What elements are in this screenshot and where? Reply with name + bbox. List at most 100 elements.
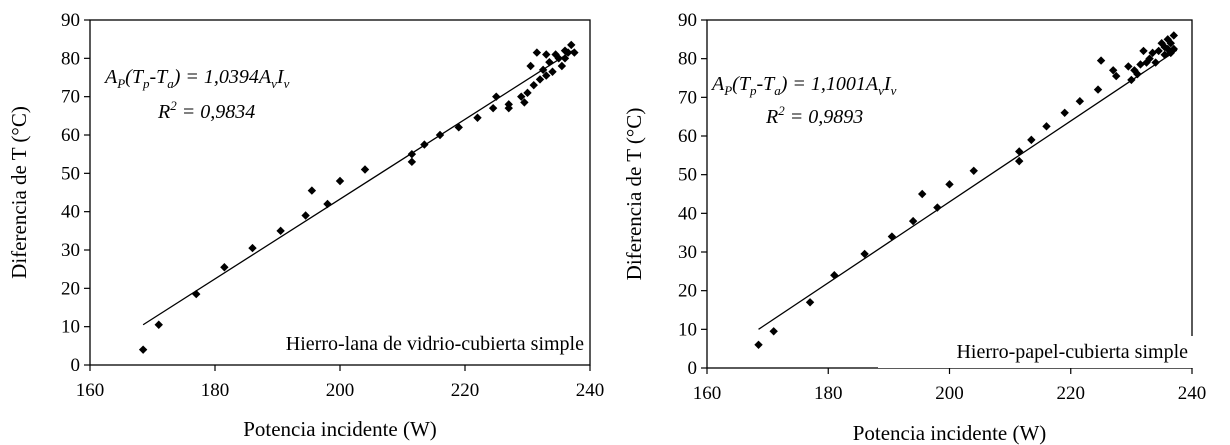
chart1-y-tick-label: 70: [61, 87, 80, 108]
chart2-data-point: [1163, 35, 1172, 44]
chart1-y-tick-label: 10: [61, 317, 80, 338]
chart1-data-point: [360, 165, 370, 174]
chart2-y-tick-label: 20: [678, 281, 697, 302]
chart1-y-tick-label: 60: [61, 125, 80, 146]
chart1-x-tick-label: 200: [326, 380, 355, 401]
chart2-y-tick-label: 40: [678, 203, 697, 224]
chart2-data-point: [1108, 66, 1118, 75]
chart2-data-point: [1133, 69, 1142, 79]
chart2-data-point: [754, 340, 763, 349]
chart2-equation-part: -T: [756, 73, 776, 95]
chart2-y-tick-label: 70: [678, 87, 697, 108]
chart2-equation-part: a: [774, 83, 781, 98]
chart1-x-axis-label: Potencia incidente (W): [243, 417, 437, 441]
chart2-regression-equation: AP(Tp-Ta) = 1,1001AvIv: [710, 73, 897, 98]
chart1-data-point: [220, 263, 229, 272]
chart1-data-point: [473, 113, 482, 122]
chart2-data-point: [945, 180, 954, 189]
chart1-data-point: [529, 80, 538, 90]
chart1-data-point: [154, 320, 163, 329]
chart1-data-point: [420, 140, 429, 149]
chart2-data-point: [805, 298, 815, 307]
chart1-data-point: [407, 149, 417, 159]
chart2: 0 10 20 30 40 50 60 70 80 90 160 180 200 220 240 Potenc…: [622, 10, 1206, 445]
chart1-r2-part: 2: [170, 98, 177, 113]
chart2-data-point: [918, 189, 927, 199]
chart2-data-point: [933, 203, 942, 212]
chart1-equation-part: v: [271, 76, 277, 91]
chart2-equation-part: ) = 1,1001A: [780, 73, 879, 95]
chart1-data-point: [570, 48, 579, 57]
chart1-data-point: [307, 186, 317, 195]
chart2-data-point: [1142, 58, 1151, 67]
chart2-data-point: [830, 271, 839, 280]
chart1-data-point: [492, 92, 501, 101]
chart1-y-axis-label: Diferencia de T (°C): [7, 106, 31, 279]
chart2-data-point: [1027, 135, 1036, 145]
chart2-data-point: [1075, 97, 1085, 106]
chart1: 0 10 20 30 40 50 60 70 80 90 160 180 200 220 240 Potenc…: [7, 10, 604, 441]
chart1-r2-part: = 0,9834: [177, 101, 256, 123]
chart1-data-point: [557, 61, 567, 71]
chart2-data-point: [1154, 46, 1163, 56]
chart1-y-tick-label: 90: [61, 10, 80, 31]
chart2-r2-part: 2: [778, 103, 785, 118]
chart1-data-point: [504, 103, 513, 113]
chart2-data-point: [860, 249, 869, 259]
chart2-data-point: [1015, 147, 1024, 156]
chart1-equation-part: v: [284, 76, 290, 91]
chart1-y-tick-label: 40: [61, 202, 80, 223]
chart1-data-point: [517, 92, 526, 101]
chart1-equation-part: -T: [149, 66, 169, 88]
chart2-data-point: [1015, 156, 1024, 166]
chart1-x-tick-label: 240: [576, 380, 605, 401]
chart1-data-point: [526, 61, 535, 71]
chart1-equation-part: p: [142, 76, 150, 91]
chart2-y-tick-label: 60: [678, 126, 697, 147]
chart2-data-point: [1060, 108, 1069, 117]
chart2-data-point: [1093, 85, 1103, 94]
chart1-trendline: [142, 48, 575, 326]
chart2-y-tick-label: 0: [688, 358, 698, 379]
chart1-data-point: [542, 50, 551, 59]
chart1-y-tick-label: 0: [71, 355, 81, 376]
chart1-data-point: [488, 103, 498, 113]
chart2-x-tick-label: 160: [693, 383, 722, 404]
chart1-data-point: [192, 289, 201, 299]
chart2-data-point: [1112, 71, 1121, 81]
chart2-r-squared: R2 = 0,9893: [765, 103, 863, 128]
chart2-y-tick-label: 50: [678, 165, 697, 186]
chart2-x-tick-label: 240: [1178, 383, 1207, 404]
chart1-x-tick-label: 160: [76, 380, 105, 401]
chart2-equation-part: p: [749, 83, 757, 98]
chart2-x-tick-label: 200: [935, 383, 964, 404]
chart2-r2-part: R: [765, 106, 778, 128]
chart2-x-tick-label: 220: [1057, 383, 1086, 404]
chart2-data-point: [1157, 39, 1166, 48]
chart1-data-point: [520, 98, 529, 107]
chart2-data-point: [1145, 54, 1154, 63]
chart1-y-tick-label: 50: [61, 163, 80, 184]
chart1-data-point: [554, 54, 563, 63]
chart2-equation-part: (T: [732, 73, 752, 95]
chart1-data-point: [301, 211, 310, 220]
chart1-data-point: [567, 40, 576, 50]
chart1-y-tick-label: 30: [61, 240, 80, 261]
chart2-equation-part: I: [883, 73, 892, 95]
chart2-data-point: [887, 232, 897, 241]
chart1-data-point: [535, 75, 545, 84]
chart2-data-point: [969, 166, 978, 175]
chart1-y-tick-label: 20: [61, 278, 80, 299]
chart1-data-point: [545, 57, 554, 67]
chart2-y-axis-label: Diferencia de T (°C): [622, 108, 646, 281]
chart1-data-point: [563, 48, 573, 57]
chart1-data-point: [407, 157, 417, 167]
chart2-data-point: [1139, 46, 1148, 56]
chart2-data-point: [908, 216, 918, 226]
chart2-equation-part: v: [878, 83, 884, 98]
chart2-legend-box: [878, 336, 1193, 368]
chart1-data-point: [435, 130, 445, 140]
chart1-r2-part: R: [157, 101, 170, 123]
chart2-y-tick-label: 90: [678, 10, 697, 31]
